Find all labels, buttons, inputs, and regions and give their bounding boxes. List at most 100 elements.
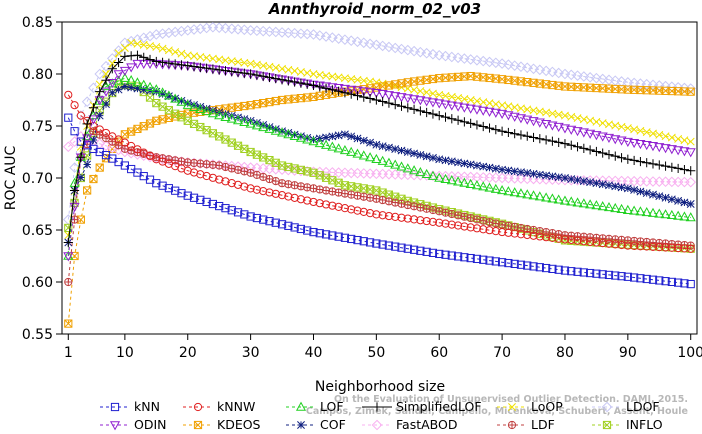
data-point-marker	[120, 51, 130, 61]
data-point-marker	[164, 46, 173, 55]
data-point-marker	[309, 227, 318, 237]
data-point-marker	[471, 105, 482, 115]
data-point-marker	[535, 232, 544, 241]
legend-label: LDOF	[626, 399, 660, 414]
data-point-marker	[390, 92, 401, 102]
legend-label: INFLO	[626, 417, 663, 432]
data-point-marker	[547, 66, 558, 78]
data-point-marker	[365, 93, 375, 104]
data-point-marker	[679, 211, 690, 221]
data-point-marker	[484, 123, 495, 133]
series-kNNW	[64, 90, 695, 253]
data-point-marker	[516, 77, 526, 86]
data-point-marker	[145, 151, 155, 161]
data-point-marker	[372, 239, 381, 248]
data-point-marker	[540, 65, 552, 77]
data-point-marker	[602, 420, 612, 430]
data-point-marker	[352, 91, 363, 101]
data-point-marker	[585, 145, 595, 155]
data-point-marker	[504, 228, 513, 237]
data-point-marker	[674, 196, 683, 205]
data-point-marker	[598, 84, 607, 93]
x-axis: 1 10 20 30 40 50 60 70 80 90 100	[64, 334, 702, 361]
data-point-marker	[686, 279, 695, 289]
data-point-marker	[113, 70, 124, 80]
data-point-marker	[139, 85, 148, 94]
y-axis-label: ROC AUC	[3, 145, 19, 210]
data-point-marker	[471, 180, 482, 190]
data-point-marker	[601, 401, 613, 413]
legend-label: KDEOS	[217, 417, 261, 432]
data-point-marker	[389, 42, 401, 54]
data-point-marker	[535, 170, 544, 179]
data-point-marker	[586, 116, 595, 125]
data-point-marker	[384, 98, 394, 108]
data-point-marker	[654, 160, 664, 170]
data-point-marker	[441, 209, 450, 217]
data-point-marker	[290, 193, 299, 202]
data-point-marker	[642, 242, 651, 251]
data-point-marker	[221, 163, 230, 171]
data-point-marker	[622, 137, 633, 148]
data-point-marker	[623, 85, 632, 94]
data-point-marker	[277, 220, 287, 229]
data-point-marker	[523, 261, 532, 270]
data-point-marker	[328, 231, 337, 240]
data-point-marker	[383, 91, 394, 101]
data-point-marker	[428, 248, 438, 257]
data-point-marker	[478, 181, 489, 191]
data-point-marker	[327, 141, 338, 151]
data-point-marker	[314, 137, 325, 148]
data-point-marker	[415, 166, 426, 177]
data-point-marker	[138, 79, 149, 89]
data-point-marker	[541, 120, 552, 130]
data-point-marker	[83, 151, 92, 160]
data-point-marker	[259, 121, 268, 129]
data-point-marker	[547, 121, 558, 131]
data-point-marker	[346, 89, 356, 99]
data-point-marker	[296, 78, 306, 88]
data-point-marker	[655, 243, 664, 252]
data-point-marker	[566, 125, 577, 135]
data-point-marker	[453, 252, 463, 261]
data-point-marker	[667, 133, 676, 142]
data-point-marker	[76, 111, 85, 120]
data-point-marker	[655, 86, 664, 95]
data-point-marker	[566, 140, 576, 150]
data-point-marker	[504, 166, 513, 175]
data-point-marker	[334, 202, 343, 212]
data-point-marker	[686, 244, 695, 253]
data-point-marker	[623, 241, 632, 250]
data-point-marker	[573, 236, 582, 245]
watermark-citation-line1: On the Evaluation of Unsupervised Outlie…	[334, 394, 688, 405]
data-point-marker	[447, 114, 457, 124]
data-point-marker	[371, 153, 382, 163]
data-point-marker	[636, 85, 645, 95]
data-point-marker	[578, 198, 589, 208]
data-point-marker	[484, 182, 495, 192]
data-point-marker	[397, 146, 406, 155]
data-point-marker	[170, 93, 181, 103]
data-point-marker	[70, 127, 79, 136]
data-point-marker	[271, 189, 280, 198]
data-point-marker	[63, 237, 73, 248]
data-point-marker	[641, 206, 652, 217]
data-point-marker	[397, 79, 406, 88]
data-point-marker	[421, 168, 432, 178]
data-point-marker	[460, 222, 469, 231]
data-point-marker	[270, 125, 281, 135]
data-point-marker	[409, 165, 420, 175]
data-point-marker	[465, 178, 476, 188]
data-point-marker	[202, 63, 212, 73]
data-point-marker	[441, 91, 450, 100]
data-point-marker	[422, 216, 431, 226]
data-point-marker	[252, 213, 262, 223]
data-point-marker	[440, 50, 451, 62]
data-point-marker	[522, 189, 533, 199]
data-point-marker	[152, 87, 161, 96]
data-point-marker	[446, 175, 457, 185]
data-point-marker	[83, 186, 92, 195]
data-point-marker	[95, 163, 104, 172]
data-point-marker	[427, 170, 438, 180]
data-point-marker	[630, 186, 639, 194]
